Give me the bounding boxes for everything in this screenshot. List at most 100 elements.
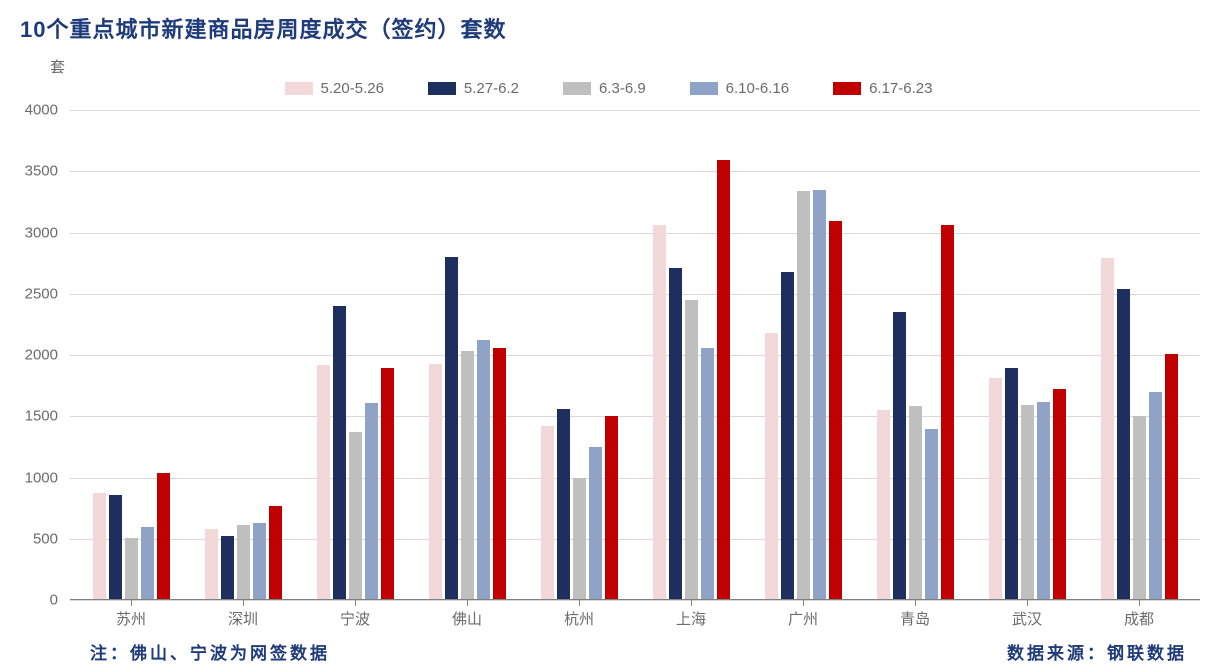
bar <box>1053 389 1066 600</box>
bar <box>1117 289 1130 600</box>
bar <box>925 429 938 601</box>
chart-title: 10个重点城市新建商品房周度成交（签约）套数 <box>20 12 506 44</box>
bar <box>813 190 826 600</box>
legend-swatch <box>690 82 718 95</box>
gridline <box>70 355 1200 356</box>
bar <box>1165 354 1178 600</box>
bar <box>685 300 698 600</box>
y-tick-label: 500 <box>0 530 58 547</box>
bar <box>1101 258 1114 600</box>
bar <box>333 306 346 600</box>
bar <box>701 348 714 600</box>
x-tick-label: 青岛 <box>900 608 930 629</box>
x-tick-mark <box>1027 600 1028 606</box>
footnote-left: 注：佛山、宁波为网签数据 <box>90 639 330 664</box>
y-tick-label: 1000 <box>0 469 58 486</box>
bar <box>1037 402 1050 600</box>
legend-item: 6.10-6.16 <box>690 80 789 97</box>
bar <box>125 538 138 600</box>
chart-container: 10个重点城市新建商品房周度成交（签约）套数 套 5.20-5.26 5.27-6… <box>0 0 1217 672</box>
bar <box>669 268 682 600</box>
x-tick-mark <box>579 600 580 606</box>
bar <box>829 221 842 600</box>
x-tick-label: 上海 <box>676 608 706 629</box>
bar <box>317 365 330 600</box>
bar <box>1005 368 1018 600</box>
bar <box>893 312 906 600</box>
gridline <box>70 600 1200 601</box>
bar <box>765 333 778 600</box>
bar <box>205 529 218 600</box>
y-tick-label: 4000 <box>0 102 58 119</box>
bar <box>445 257 458 600</box>
legend-label: 5.20-5.26 <box>321 80 384 97</box>
legend-label: 6.3-6.9 <box>599 80 646 97</box>
x-tick-label: 成都 <box>1124 608 1154 629</box>
x-tick-mark <box>803 600 804 606</box>
y-tick-label: 1500 <box>0 408 58 425</box>
bar <box>1149 392 1162 600</box>
bar <box>365 403 378 600</box>
footnote-right: 数据来源：钢联数据 <box>1007 639 1187 664</box>
legend-label: 6.10-6.16 <box>726 80 789 97</box>
bar <box>589 447 602 600</box>
bar <box>93 493 106 600</box>
bar <box>157 473 170 600</box>
bar <box>221 536 234 600</box>
y-tick-label: 2000 <box>0 347 58 364</box>
x-tick-label: 苏州 <box>116 608 146 629</box>
x-tick-mark <box>915 600 916 606</box>
bar <box>1133 416 1146 600</box>
x-tick-mark <box>355 600 356 606</box>
y-tick-label: 2500 <box>0 285 58 302</box>
x-tick-mark <box>243 600 244 606</box>
bar <box>573 478 586 601</box>
bar <box>429 364 442 600</box>
legend-item: 6.17-6.23 <box>833 80 932 97</box>
bar <box>541 426 554 600</box>
bar <box>1021 405 1034 600</box>
bar <box>477 340 490 600</box>
gridline <box>70 233 1200 234</box>
bar <box>781 272 794 600</box>
bar <box>557 409 570 600</box>
legend-item: 6.3-6.9 <box>563 80 646 97</box>
bar <box>109 495 122 600</box>
legend: 5.20-5.26 5.27-6.2 6.3-6.9 6.10-6.16 6.17-6.… <box>0 80 1217 99</box>
x-tick-label: 广州 <box>788 608 818 629</box>
bar <box>269 506 282 600</box>
y-tick-label: 0 <box>0 592 58 609</box>
y-axis-unit: 套 <box>50 56 65 77</box>
x-tick-label: 武汉 <box>1012 608 1042 629</box>
y-tick-label: 3000 <box>0 224 58 241</box>
bar <box>717 160 730 600</box>
bar <box>349 432 362 600</box>
bar <box>141 527 154 601</box>
legend-swatch <box>285 82 313 95</box>
bar <box>253 523 266 600</box>
gridline <box>70 294 1200 295</box>
bar <box>461 351 474 600</box>
bar <box>493 348 506 600</box>
bar <box>237 525 250 600</box>
legend-item: 5.27-6.2 <box>428 80 519 97</box>
x-tick-mark <box>691 600 692 606</box>
bar <box>989 378 1002 600</box>
x-axis-line <box>70 599 1200 600</box>
gridline <box>70 110 1200 111</box>
bar <box>909 406 922 600</box>
bar <box>653 225 666 600</box>
x-tick-label: 宁波 <box>340 608 370 629</box>
y-tick-label: 3500 <box>0 163 58 180</box>
bar <box>941 225 954 600</box>
legend-item: 5.20-5.26 <box>285 80 384 97</box>
legend-swatch <box>428 82 456 95</box>
bar <box>797 191 810 600</box>
x-tick-mark <box>1139 600 1140 606</box>
bar <box>605 416 618 600</box>
gridline <box>70 171 1200 172</box>
plot-area: 05001000150020002500300035004000苏州深圳宁波佛山… <box>70 110 1200 600</box>
legend-label: 6.17-6.23 <box>869 80 932 97</box>
x-tick-mark <box>467 600 468 606</box>
legend-swatch <box>563 82 591 95</box>
